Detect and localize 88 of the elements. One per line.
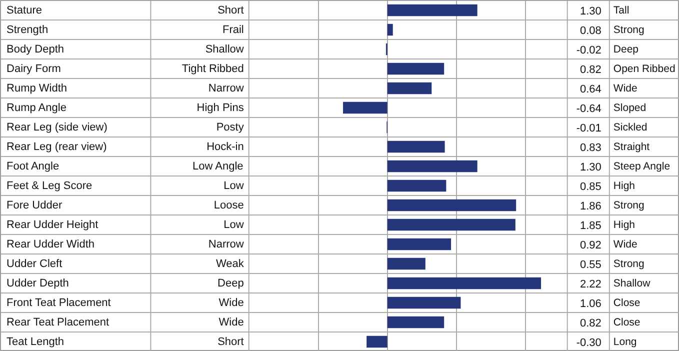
text: Wide <box>613 238 638 250</box>
data-label: 0.85 <box>580 180 602 193</box>
text: Straight <box>613 140 650 153</box>
bar <box>387 238 452 250</box>
bar <box>387 218 516 231</box>
text: Low Angle <box>192 160 244 172</box>
data-label: 1.30 <box>580 161 602 174</box>
text: Close <box>613 296 640 309</box>
text: Short <box>218 4 244 16</box>
y-tick-label: Front Teat Placement <box>6 296 111 309</box>
data-label: 2.22 <box>580 278 602 290</box>
data-label: 0.92 <box>580 239 602 252</box>
text: Narrow <box>208 82 244 94</box>
text: Posty <box>216 121 244 134</box>
y-tick-label: Dairy Form <box>6 62 61 75</box>
bar <box>387 62 444 75</box>
text: Low <box>224 180 244 192</box>
data-label: 1.85 <box>580 220 602 232</box>
bar <box>343 102 388 114</box>
text: Weak <box>216 258 244 270</box>
text: Loose <box>214 199 244 212</box>
data-label: 0.55 <box>580 258 602 271</box>
data-label: -0.30 <box>576 336 602 349</box>
y-tick-label: Rear Teat Placement <box>6 316 110 328</box>
text: Frail <box>222 24 244 36</box>
y-tick-label: Body Depth <box>6 43 64 56</box>
y-tick-label: Rear Leg (rear view) <box>6 140 107 153</box>
data-label: 0.08 <box>580 24 602 37</box>
data-label: -0.02 <box>576 44 602 56</box>
text: Sloped <box>613 102 646 114</box>
y-tick-label: Rear Udder Height <box>6 218 98 231</box>
y-tick-label: Stature <box>6 4 42 16</box>
y-tick-label: Foot Angle <box>6 160 60 172</box>
text: Steep Angle <box>613 160 670 172</box>
bar <box>387 199 516 212</box>
text: Low <box>224 218 244 231</box>
data-label: 1.86 <box>580 200 602 212</box>
bar <box>387 180 446 192</box>
text: Hock-in <box>206 140 244 153</box>
y-tick-label: Udder Cleft <box>6 258 62 270</box>
bar <box>387 4 478 16</box>
text: Close <box>613 316 640 328</box>
text: Shallow <box>613 277 651 290</box>
text: Open Ribbed <box>613 62 676 75</box>
data-label: -0.64 <box>576 102 602 115</box>
text: Deep <box>613 43 639 56</box>
text: Sickled <box>613 121 648 134</box>
text: Strong <box>613 24 644 36</box>
data-label: 1.30 <box>580 5 602 18</box>
text: Tight Ribbed <box>182 62 244 75</box>
text: Tall <box>613 4 630 16</box>
text: Wide <box>218 316 244 328</box>
data-label: 0.82 <box>580 317 602 330</box>
text: Strong <box>613 199 644 212</box>
text: High <box>613 218 636 231</box>
text: Deep <box>218 277 244 290</box>
bar <box>387 140 445 153</box>
bar <box>387 258 426 270</box>
bar <box>387 160 478 172</box>
y-tick-label: Udder Depth <box>6 277 69 290</box>
y-tick-label: Strength <box>6 24 48 36</box>
text: High Pins <box>196 102 244 114</box>
text: Strong <box>613 258 644 270</box>
bar <box>387 296 461 309</box>
data-label: 0.83 <box>580 142 602 154</box>
bar <box>387 316 444 328</box>
data-label: -0.01 <box>576 122 602 134</box>
text: Long <box>613 336 637 348</box>
data-label: 0.64 <box>580 83 602 96</box>
data-label: 1.06 <box>580 298 602 310</box>
text: High <box>613 180 636 192</box>
y-tick-label: Teat Length <box>6 336 64 348</box>
text: Wide <box>613 82 638 94</box>
bar <box>387 277 542 290</box>
y-tick-label: Rear Udder Width <box>6 238 95 250</box>
data-label: 0.82 <box>580 64 602 76</box>
bar <box>366 336 388 348</box>
y-tick-label: Rump Width <box>6 82 68 94</box>
text: Short <box>218 336 244 348</box>
text: Shallow <box>205 43 244 56</box>
y-tick-label: Rear Leg (side view) <box>6 121 108 134</box>
y-tick-label: Rump Angle <box>6 102 66 114</box>
text: Wide <box>218 296 244 309</box>
text: Narrow <box>208 238 244 250</box>
y-tick-label: Fore Udder <box>6 199 62 212</box>
bar <box>387 82 432 94</box>
y-tick-label: Feet & Leg Score <box>6 180 92 192</box>
bar <box>387 24 393 36</box>
